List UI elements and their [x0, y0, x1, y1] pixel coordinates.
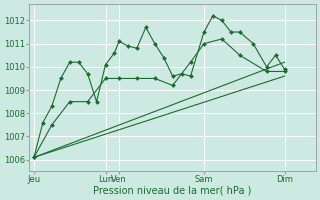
X-axis label: Pression niveau de la mer( hPa ): Pression niveau de la mer( hPa ) [93, 186, 252, 196]
